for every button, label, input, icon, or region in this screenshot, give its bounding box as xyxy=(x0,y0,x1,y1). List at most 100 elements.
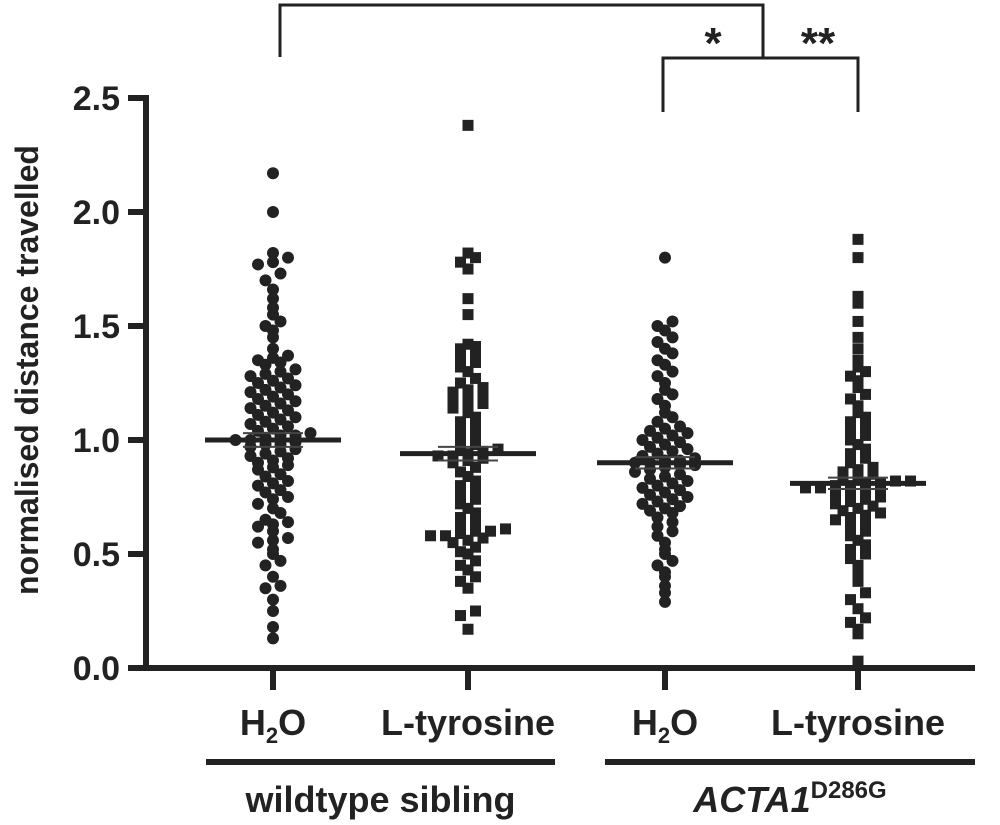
data-point xyxy=(845,393,856,405)
data-point xyxy=(455,527,466,539)
data-point xyxy=(252,354,264,367)
data-point xyxy=(830,489,841,501)
data-point xyxy=(852,343,864,355)
data-point xyxy=(455,512,466,524)
data-point xyxy=(470,341,481,353)
data-point xyxy=(267,632,279,645)
data-point xyxy=(244,386,257,399)
data-point xyxy=(860,548,871,560)
data-point xyxy=(267,342,279,355)
data-point xyxy=(282,349,294,362)
data-point xyxy=(274,365,287,378)
data-point xyxy=(447,393,459,405)
data-point xyxy=(860,587,871,599)
data-point xyxy=(462,470,474,482)
data-point xyxy=(470,555,481,567)
data-point xyxy=(875,507,886,519)
x-tick-label: H2O xyxy=(240,702,306,748)
data-point xyxy=(845,553,856,565)
data-point xyxy=(462,502,474,514)
data-point xyxy=(267,351,279,364)
data-point xyxy=(845,496,856,508)
data-point xyxy=(462,119,474,131)
data-point xyxy=(455,466,466,478)
data-point xyxy=(447,402,459,414)
data-point xyxy=(244,370,257,383)
mean-bars xyxy=(205,432,926,491)
data-point xyxy=(852,655,864,667)
data-point xyxy=(252,497,264,510)
data-point xyxy=(860,366,871,378)
significance-brackets: * ** xyxy=(278,3,860,112)
data-point xyxy=(455,521,466,533)
data-point xyxy=(259,447,272,460)
data-point xyxy=(852,331,864,343)
data-point xyxy=(477,398,489,410)
data-point xyxy=(875,484,886,496)
data-point xyxy=(852,297,864,309)
data-point xyxy=(837,466,849,478)
data-point xyxy=(470,525,481,537)
data-point xyxy=(860,411,871,423)
data-point xyxy=(267,534,279,547)
y-tick-label: 2.0 xyxy=(73,194,120,232)
data-point xyxy=(860,493,871,505)
data-point xyxy=(470,475,481,487)
data-point xyxy=(651,370,664,383)
data-point xyxy=(852,382,864,394)
data-point xyxy=(852,566,864,578)
data-point xyxy=(470,439,481,451)
data-point xyxy=(470,493,481,505)
data-point xyxy=(659,470,671,483)
y-tick-label: 1.5 xyxy=(73,308,120,346)
data-point xyxy=(492,443,504,455)
data-point xyxy=(455,425,466,437)
y-tick-label: 0.0 xyxy=(73,650,120,688)
data-point xyxy=(867,461,879,473)
data-point xyxy=(462,564,474,576)
data-point xyxy=(455,489,466,501)
data-point xyxy=(462,400,474,412)
data-point xyxy=(867,468,879,480)
x-axis: H2O L-tyrosine H2O L-tyrosine xyxy=(240,668,945,748)
data-point xyxy=(845,486,856,498)
data-point xyxy=(470,541,481,553)
data-point xyxy=(462,407,474,419)
data-point xyxy=(259,274,272,287)
data-point xyxy=(666,516,679,529)
data-point xyxy=(860,452,871,464)
data-point xyxy=(447,386,459,398)
y-tick-label: 1.0 xyxy=(73,422,120,460)
data-point xyxy=(259,559,272,572)
data-point xyxy=(845,457,856,469)
data-point xyxy=(462,263,474,275)
data-point xyxy=(244,402,257,415)
data-point xyxy=(470,356,481,368)
data-point xyxy=(282,516,294,529)
data-point xyxy=(267,502,279,515)
data-point xyxy=(289,363,302,376)
y-tick-label: 0.5 xyxy=(73,536,120,574)
data-point xyxy=(462,366,474,378)
data-point xyxy=(666,315,679,328)
data-point xyxy=(852,354,864,366)
data-point xyxy=(852,603,864,615)
data-point xyxy=(860,443,871,455)
data-point xyxy=(244,418,257,431)
data-point xyxy=(274,579,287,592)
data-point xyxy=(455,361,466,373)
data-point xyxy=(462,338,474,350)
data-point xyxy=(274,267,287,280)
data-point xyxy=(845,370,856,382)
data-point xyxy=(455,575,466,587)
data-point xyxy=(477,452,489,464)
data-point xyxy=(845,521,856,533)
data-point xyxy=(852,464,864,476)
data-point xyxy=(447,537,459,549)
data-point xyxy=(845,448,856,460)
data-point xyxy=(852,534,864,546)
data-point xyxy=(644,424,656,437)
data-point xyxy=(252,258,264,271)
group-label: wildtype sibling xyxy=(244,779,515,820)
data-point xyxy=(470,347,481,359)
